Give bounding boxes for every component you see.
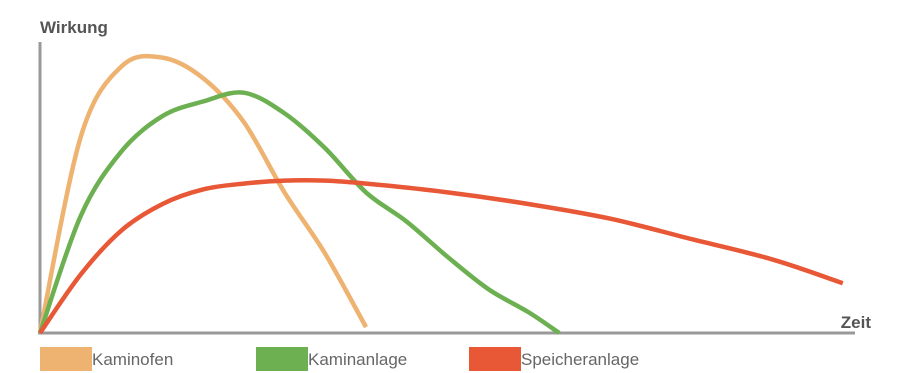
series-line-kaminanlage (37, 90, 561, 335)
legend-label-kaminofen: Kaminofen (92, 350, 173, 369)
x-axis-title: Zeit (841, 313, 872, 332)
legend-label-kaminanlage: Kaminanlage (308, 350, 407, 369)
series-layer (37, 53, 844, 335)
series-line-kaminofen (37, 53, 368, 334)
y-axis-title: Wirkung (40, 18, 108, 37)
legend: Kaminofen Kaminanlage Speicheranlage (40, 347, 639, 371)
legend-swatch-speicheranlage (469, 347, 521, 371)
series-line-speicheranlage (38, 178, 844, 335)
legend-swatch-kaminofen (40, 347, 92, 371)
legend-label-speicheranlage: Speicheranlage (521, 350, 639, 369)
legend-swatch-kaminanlage (256, 347, 308, 371)
